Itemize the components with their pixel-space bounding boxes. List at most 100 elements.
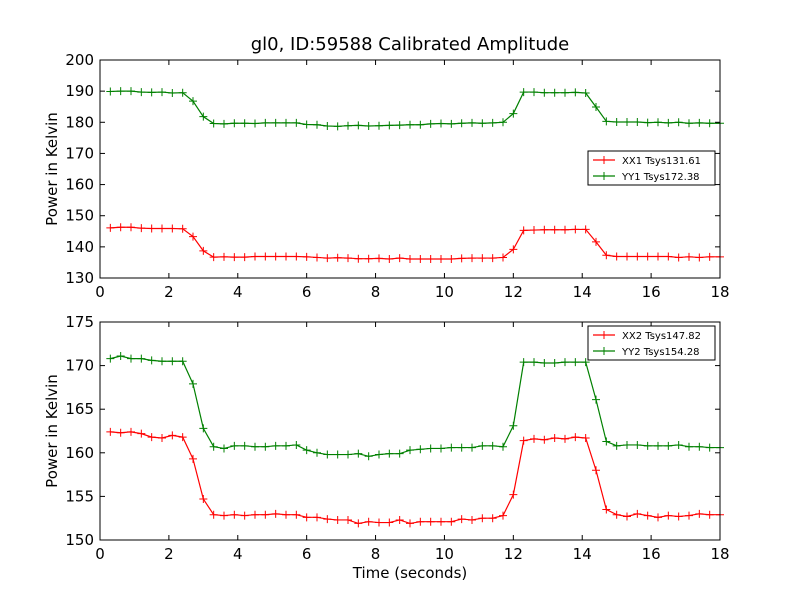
data-point — [168, 431, 177, 440]
data-point — [633, 252, 642, 261]
data-point — [705, 443, 714, 452]
data-point — [147, 356, 156, 365]
x-tick-label: 6 — [302, 283, 312, 301]
data-point — [488, 441, 497, 450]
data-point — [447, 119, 456, 128]
data-point — [292, 118, 301, 127]
data-point — [313, 120, 321, 129]
data-point — [530, 434, 538, 443]
data-point — [158, 224, 166, 233]
y-tick-label: 165 — [65, 400, 94, 418]
data-point — [447, 255, 456, 264]
y-tick-label: 150 — [65, 207, 94, 225]
y-tick-label: 155 — [65, 487, 94, 505]
bottom-series-1 — [106, 427, 724, 528]
data-point — [209, 253, 218, 262]
data-point — [561, 88, 569, 97]
data-point — [437, 119, 445, 128]
data-point — [116, 352, 125, 361]
data-point — [561, 434, 569, 443]
data-point — [550, 433, 559, 442]
data-point — [302, 252, 311, 261]
data-point — [116, 223, 125, 232]
data-point — [127, 354, 135, 363]
data-point — [674, 512, 683, 521]
data-point — [509, 245, 518, 254]
data-point — [251, 119, 259, 128]
legend-marker — [600, 156, 608, 164]
data-point — [158, 88, 166, 97]
data-point — [189, 379, 197, 388]
data-point — [354, 254, 363, 263]
data-point — [406, 120, 414, 129]
data-point — [178, 433, 187, 442]
data-point — [530, 88, 538, 97]
data-point — [530, 226, 538, 235]
data-point — [468, 443, 476, 452]
data-point — [178, 224, 187, 233]
data-point — [488, 514, 497, 523]
data-point — [612, 510, 621, 519]
legend-label: XX2 Tsys147.82 — [622, 331, 701, 342]
bottom-plot-frame — [99, 321, 721, 541]
data-point — [623, 512, 631, 521]
data-point — [499, 511, 507, 520]
data-point — [437, 444, 445, 453]
data-point — [499, 442, 507, 451]
data-point — [313, 253, 321, 262]
data-point — [550, 88, 559, 97]
data-point — [116, 87, 125, 96]
data-point — [333, 122, 342, 131]
data-point — [209, 510, 218, 519]
x-tick-label: 2 — [164, 283, 174, 301]
y-tick-label: 190 — [65, 82, 94, 100]
data-point — [654, 441, 662, 450]
data-point — [695, 118, 704, 127]
bottom-panel: 0 2 4 6 8 10 12 14 16 18 150 155 160 165 170 175 Power i… — [43, 313, 730, 563]
data-point — [323, 254, 332, 263]
data-point — [705, 510, 714, 519]
x-tick-label: 12 — [504, 545, 523, 563]
data-point — [416, 120, 425, 129]
data-point — [375, 450, 383, 459]
data-point — [457, 119, 466, 128]
data-point — [302, 513, 311, 522]
data-point — [147, 433, 156, 442]
data-point — [354, 121, 363, 130]
data-point — [178, 88, 187, 97]
legend-marker — [600, 331, 608, 339]
data-point — [468, 515, 476, 524]
data-point — [282, 441, 290, 450]
data-point — [375, 518, 383, 527]
legend-item: YY2 Tsys154.28 — [593, 347, 700, 358]
y-tick-label: 170 — [65, 357, 94, 375]
data-point — [323, 515, 332, 524]
data-point — [199, 495, 208, 504]
data-point — [457, 515, 466, 524]
data-point — [168, 89, 177, 98]
data-point — [426, 444, 435, 453]
legend-label: YY1 Tsys172.38 — [621, 172, 700, 183]
data-point — [230, 253, 239, 262]
data-point — [509, 109, 518, 118]
data-point — [592, 395, 600, 404]
data-point — [509, 490, 518, 499]
data-point — [705, 252, 714, 261]
data-point — [261, 442, 270, 451]
data-point — [251, 442, 259, 451]
data-point — [137, 224, 146, 233]
data-point — [478, 254, 487, 263]
data-point — [323, 122, 332, 131]
data-point — [581, 225, 590, 234]
data-point — [457, 254, 466, 263]
data-point — [685, 252, 693, 261]
data-point — [705, 119, 714, 128]
data-point — [302, 120, 311, 129]
top-y-axis-label: Power in Kelvin — [43, 112, 61, 226]
data-point — [220, 119, 228, 128]
data-point — [220, 252, 228, 261]
data-point — [602, 437, 611, 446]
data-point — [313, 513, 321, 522]
data-point — [488, 118, 497, 127]
